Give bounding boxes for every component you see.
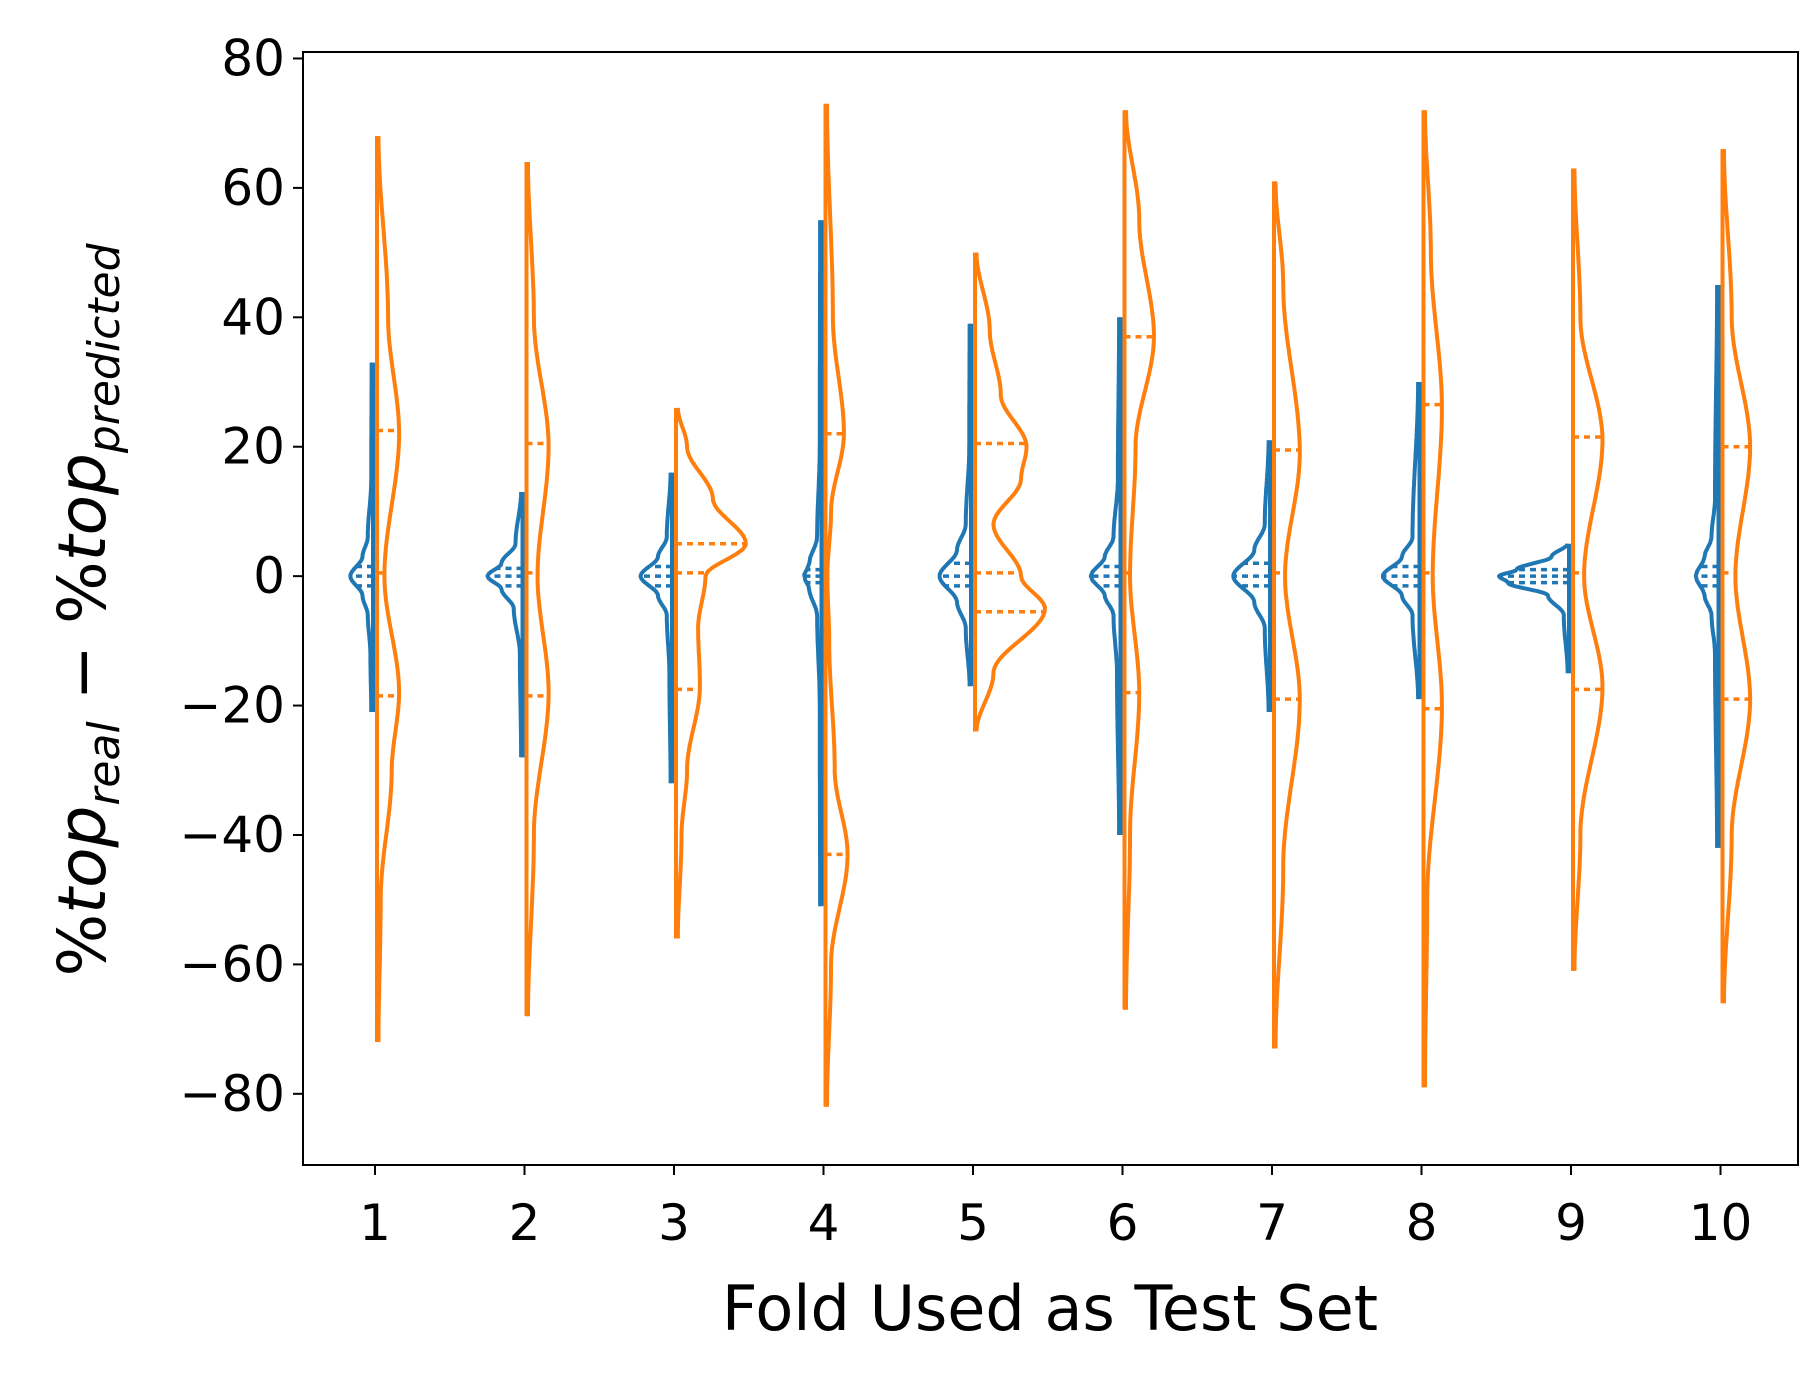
- y-axis: −80 −60 −40 −20 0 20 40 60 80: [179, 29, 303, 1123]
- x-tick-label: 10: [1689, 1194, 1753, 1252]
- violin-outline-right: [675, 407, 748, 939]
- x-tick-label: 7: [1256, 1194, 1288, 1252]
- y-tick-label: 80: [221, 29, 285, 87]
- y-tick-label: 60: [221, 159, 285, 217]
- y-tick-label: −20: [179, 677, 285, 735]
- y-axis-title: %topreal − %toppredicted: [44, 242, 130, 976]
- x-tick-label: 8: [1406, 1194, 1438, 1252]
- violins-layer: [348, 103, 1753, 1107]
- violin-outline-right: [1273, 181, 1302, 1049]
- x-axis-title: Fold Used as Test Set: [722, 1272, 1378, 1345]
- x-tick-label: 3: [658, 1194, 690, 1252]
- y-tick-label: 40: [221, 288, 285, 346]
- violin-outline-left: [1693, 285, 1720, 848]
- y-tick-label: −80: [179, 1065, 285, 1123]
- violin-outline-right: [1423, 110, 1444, 1088]
- y-tick-label: −40: [179, 806, 285, 864]
- violin-outline-left: [1381, 382, 1421, 700]
- y-tick-label: −60: [179, 935, 285, 993]
- x-tick-label: 1: [359, 1194, 391, 1252]
- violin-outline-left: [1088, 317, 1122, 835]
- y-tick-label: 20: [221, 418, 285, 476]
- violin-outline-right: [1722, 149, 1753, 1004]
- x-tick-label: 2: [509, 1194, 541, 1252]
- violin-outline-right: [1572, 168, 1605, 971]
- plot-area: [303, 52, 1798, 1165]
- violin-outline-right: [526, 162, 551, 1017]
- x-tick-label: 5: [957, 1194, 989, 1252]
- violin-outline-right: [974, 252, 1047, 732]
- plot-frame: [302, 51, 1799, 1166]
- x-axis: 1 2 3 4 5 6 7 8 9 10: [359, 1165, 1752, 1252]
- violin-outline-right: [825, 103, 850, 1107]
- y-tick-label: 0: [253, 547, 285, 605]
- x-tick-label: 6: [1107, 1194, 1139, 1252]
- violin-outline-right: [1124, 110, 1156, 1010]
- violin-outline-left: [1497, 542, 1570, 675]
- x-tick-label: 9: [1555, 1194, 1587, 1252]
- violin-outline-right: [376, 136, 402, 1043]
- x-tick-label: 4: [808, 1194, 840, 1252]
